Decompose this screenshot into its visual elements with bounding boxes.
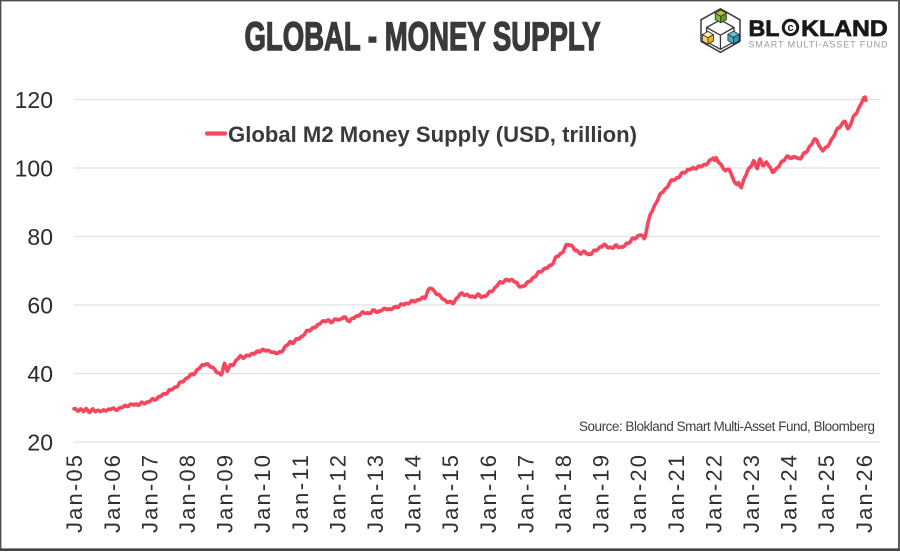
svg-text:KLAND: KLAND [801, 16, 888, 41]
svg-text:Jan-09: Jan-09 [213, 455, 238, 533]
svg-text:20: 20 [27, 430, 53, 456]
svg-text:Jan-19: Jan-19 [589, 455, 614, 533]
svg-text:Jan-18: Jan-18 [551, 455, 576, 533]
svg-text:Jan-15: Jan-15 [438, 455, 463, 533]
svg-text:Jan-14: Jan-14 [401, 455, 426, 533]
svg-text:Jan-08: Jan-08 [175, 455, 200, 533]
svg-text:Jan-22: Jan-22 [701, 455, 726, 533]
svg-text:Jan-12: Jan-12 [325, 455, 350, 533]
svg-text:Jan-13: Jan-13 [363, 455, 388, 533]
svg-text:100: 100 [15, 156, 53, 182]
svg-text:Jan-11: Jan-11 [288, 455, 313, 533]
svg-text:60: 60 [27, 293, 53, 319]
svg-text:Jan-16: Jan-16 [476, 455, 501, 533]
svg-text:SMART MULTI-ASSET FUND: SMART MULTI-ASSET FUND [749, 40, 889, 50]
svg-text:c: c [787, 22, 793, 34]
svg-text:Jan-21: Jan-21 [664, 455, 689, 533]
svg-text:Jan-07: Jan-07 [137, 455, 162, 533]
svg-text:Source: Blokland Smart Multi-A: Source: Blokland Smart Multi-Asset Fund,… [579, 419, 875, 434]
svg-text:Jan-06: Jan-06 [100, 455, 125, 533]
svg-text:80: 80 [27, 224, 53, 250]
svg-text:Jan-26: Jan-26 [852, 455, 877, 533]
svg-text:Jan-24: Jan-24 [777, 455, 802, 533]
svg-text:Jan-10: Jan-10 [250, 455, 275, 533]
svg-text:Global M2 Money Supply (USD, t: Global M2 Money Supply (USD, trillion) [228, 122, 637, 147]
svg-text:Jan-05: Jan-05 [62, 455, 87, 533]
svg-text:BL: BL [749, 16, 780, 41]
svg-text:120: 120 [15, 87, 53, 113]
svg-text:GLOBAL - MONEY SUPPLY: GLOBAL - MONEY SUPPLY [245, 15, 601, 59]
svg-text:40: 40 [27, 361, 53, 387]
svg-text:Jan-17: Jan-17 [513, 455, 538, 533]
svg-text:Jan-25: Jan-25 [814, 455, 839, 533]
svg-text:Jan-20: Jan-20 [626, 455, 651, 533]
svg-text:Jan-23: Jan-23 [739, 455, 764, 533]
